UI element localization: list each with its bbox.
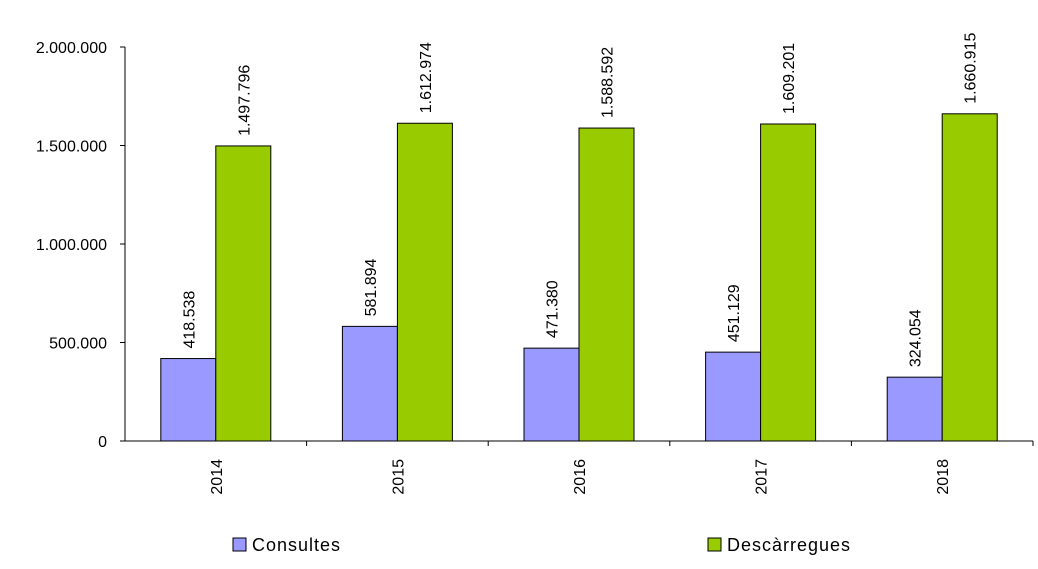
legend: Consultes Descàrregues <box>232 535 851 555</box>
data-label: 1.660.915 <box>963 33 980 104</box>
legend-swatch <box>232 537 247 552</box>
x-tick-label: 2017 <box>754 459 771 495</box>
data-label: 1.612.974 <box>418 42 435 113</box>
data-label: 1.588.592 <box>600 47 617 118</box>
data-label: 1.609.201 <box>781 43 798 114</box>
y-tick-label: 1.000.000 <box>36 237 107 254</box>
bar-desc-rregues-2017 <box>760 123 817 442</box>
y-tick-label: 500.000 <box>49 336 107 353</box>
data-labels: 418.538 1.497.796 581.894 1.612.974 471.380 1… <box>181 33 979 368</box>
legend-swatch <box>707 537 722 552</box>
y-tick-label: 1.500.000 <box>36 139 107 156</box>
bar-consultes-2016 <box>523 347 580 442</box>
legend-label: Consultes <box>252 535 341 555</box>
bar-desc-rregues-2018 <box>941 113 998 442</box>
bar-desc-rregues-2016 <box>578 127 635 442</box>
x-tick-label: 2018 <box>935 459 952 495</box>
y-tick-label: 0 <box>98 434 107 451</box>
axes: 0 500.000 1.000.000 1.500.000 2.000.000 2014 2… <box>36 40 1034 495</box>
data-label: 418.538 <box>181 291 198 349</box>
data-label: 1.497.796 <box>236 65 253 136</box>
bar-consultes-2018 <box>886 376 943 442</box>
bar-desc-rregues-2015 <box>396 122 453 442</box>
bar-consultes-2015 <box>341 325 398 442</box>
bars <box>160 113 998 442</box>
data-label: 324.054 <box>908 309 925 367</box>
bar-desc-rregues-2014 <box>215 145 272 442</box>
x-tick-label: 2016 <box>572 459 589 495</box>
legend-label: Descàrregues <box>727 535 851 555</box>
x-tick-label: 2015 <box>390 459 407 495</box>
data-label: 451.129 <box>726 284 743 342</box>
data-label: 581.894 <box>363 258 380 316</box>
data-label: 471.380 <box>545 280 562 338</box>
y-tick-label: 2.000.000 <box>36 40 107 57</box>
x-tick-label: 2014 <box>209 459 226 495</box>
bar-consultes-2014 <box>160 358 217 442</box>
bar-consultes-2017 <box>705 351 762 442</box>
